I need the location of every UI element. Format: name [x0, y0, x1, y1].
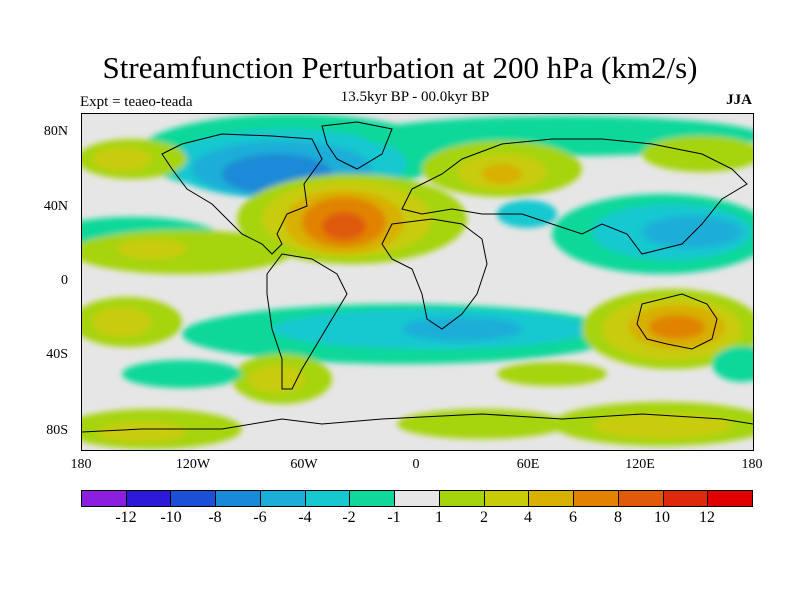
lat-label-40s: 40S	[46, 347, 68, 362]
streamfunction-field	[82, 114, 753, 449]
colorbar-swatch	[171, 491, 217, 506]
lon-label-120w: 120W	[175, 457, 211, 472]
contour-pos-ant2	[97, 422, 187, 442]
coast-africa	[381, 218, 488, 330]
colorbar-swatch	[484, 491, 530, 506]
colorbar-label: 4	[524, 509, 532, 526]
contour-neg-so2	[712, 346, 753, 382]
contour-pos-spac2	[92, 307, 152, 337]
colorbar-label: 8	[614, 509, 622, 526]
experiment-label: Expt = teaeo-teada	[80, 94, 193, 110]
lon-label-60w: 60W	[290, 457, 318, 472]
lon-label-60e: 60E	[516, 457, 540, 472]
colorbar-swatch	[260, 491, 306, 506]
contour-pos-siberia3	[482, 164, 522, 184]
coast-eurasia	[401, 138, 748, 255]
colorbar-label: -2	[342, 509, 356, 526]
colorbar-swatch	[126, 491, 172, 506]
map-panel	[81, 113, 754, 451]
colorbar-swatch	[529, 491, 575, 506]
lat-label-40n: 40N	[43, 199, 68, 214]
colorbar-swatch	[216, 491, 261, 506]
contour-pos-tpac	[82, 230, 292, 274]
lon-label-0: 0	[412, 457, 420, 472]
colorbar-label: -1	[387, 509, 401, 526]
colorbar-swatch	[350, 491, 396, 506]
contour-pos-ant5	[592, 413, 732, 439]
contour-neg-wpac3	[642, 216, 742, 248]
contour-neg-so	[122, 360, 242, 388]
colorbar-label: -4	[298, 509, 312, 526]
colorbar-label: -12	[115, 509, 137, 526]
colorbar-label: 2	[480, 509, 488, 526]
coast-south-america	[266, 253, 348, 390]
contour-pos-sio	[497, 362, 607, 386]
colorbar-swatch	[82, 491, 127, 506]
lat-label-80n: 80N	[43, 124, 68, 139]
colorbar-label: -8	[208, 509, 222, 526]
coast-antarctica	[82, 413, 753, 433]
colorbar-swatch	[618, 491, 664, 506]
lat-label-0: 0	[61, 273, 68, 288]
coast-australia	[636, 293, 718, 350]
colorbar-label: -10	[160, 509, 182, 526]
season-label: JJA	[726, 92, 752, 108]
colorbar-swatch	[708, 491, 753, 506]
colorbar-label: 10	[654, 509, 670, 526]
lon-label-180w: 180	[70, 457, 92, 472]
colorbar-label: 12	[699, 509, 715, 526]
colorbar-swatch	[574, 491, 619, 506]
contour-pos-aus4	[649, 315, 705, 339]
contour-pos-eastasia	[642, 136, 753, 172]
lat-label-80s: 80S	[46, 423, 68, 438]
lon-label-180e: 180	[741, 457, 763, 472]
contour-pos-npac2	[92, 147, 152, 171]
colorbar-label: -6	[253, 509, 267, 526]
contour-pos-sam2	[249, 365, 305, 393]
colorbar-label: 1	[435, 509, 443, 526]
colorbar-swatch	[305, 491, 351, 506]
colorbar-label: 6	[569, 509, 577, 526]
lon-label-120e: 120E	[625, 457, 655, 472]
contour-pos-natl5	[322, 212, 366, 240]
colorbar-swatch	[395, 491, 440, 506]
colorbar	[81, 490, 753, 507]
map-subtitle: 13.5kyr BP - 00.0kyr BP	[340, 89, 490, 105]
contour-neg-south3	[402, 317, 522, 341]
field-plot	[82, 114, 753, 449]
colorbar-swatch	[663, 491, 709, 506]
contour-pos-tpac2	[117, 239, 187, 259]
coast-north-america	[161, 133, 323, 255]
map-title: Streamfunction Perturbation at 200 hPa (…	[102, 50, 698, 85]
colorbar-swatch	[439, 491, 485, 506]
coast-greenland	[321, 121, 393, 170]
coastlines	[82, 121, 753, 433]
